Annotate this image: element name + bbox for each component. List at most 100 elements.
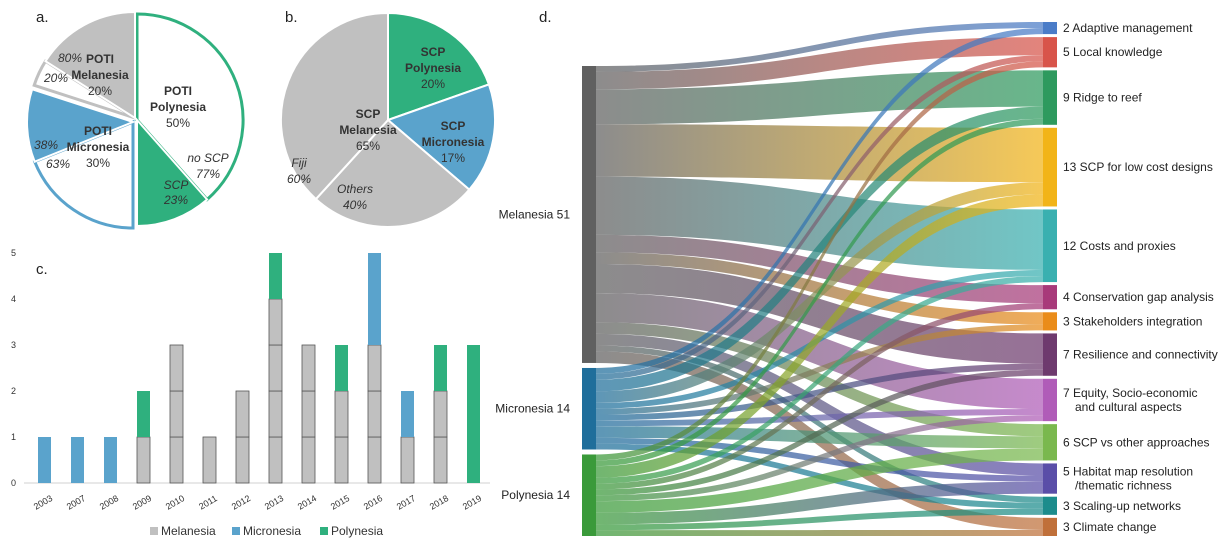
bar-segment-melanesia-2013 — [268, 344, 283, 392]
flow-melanesia-1 — [596, 37, 1043, 90]
sankey-flows — [596, 22, 1043, 536]
source-node-polynesia — [582, 454, 596, 536]
target-label: 9 Ridge to reef — [1063, 91, 1142, 105]
sankey-chart-d: d. Melanesia 51 Micronesia 14 Polynesia 14… — [495, 9, 1218, 536]
x-tick-label: 2015 — [329, 493, 351, 512]
target-node-11 — [1043, 496, 1057, 515]
flow-polynesia-3 — [596, 194, 1043, 478]
y-tick-label: 3 — [11, 340, 16, 350]
flow-melanesia-2 — [596, 70, 1043, 125]
bar-segment-micronesia-2017 — [401, 391, 414, 437]
flow-micronesia-0 — [596, 28, 1043, 374]
flow-melanesia-4 — [596, 176, 1043, 270]
flow-micronesia-7 — [596, 363, 1043, 421]
flow-micronesia-2 — [596, 106, 1043, 392]
target-node-7 — [1043, 333, 1057, 376]
legend-swatch-melanesia — [150, 527, 158, 535]
x-tick-label: 2014 — [296, 493, 318, 512]
bar-segment-melanesia-2010 — [169, 344, 184, 392]
target-label: 3 Scaling-up networks — [1063, 499, 1181, 513]
bar-segment-melanesia-2011 — [202, 436, 217, 484]
target-label: 3 Stakeholders integration — [1063, 314, 1202, 328]
x-tick-label: 2011 — [197, 493, 219, 511]
x-tick-label: 2008 — [98, 493, 120, 512]
label-scp: SCP 23% — [163, 178, 188, 207]
x-tick-label: 2016 — [362, 493, 384, 512]
bar-segment-polynesia-2019 — [467, 345, 480, 391]
bar-segment-micronesia-2008 — [104, 437, 117, 483]
source-node-micronesia — [582, 367, 596, 450]
x-tick-label: 2010 — [164, 493, 186, 512]
bar-segment-polynesia-2018 — [434, 345, 447, 391]
x-tick-label: 2017 — [395, 493, 417, 512]
legend-label-melanesia: Melanesia — [161, 524, 216, 538]
y-tick-label: 5 — [11, 248, 16, 258]
bar-segment-melanesia-2014 — [301, 436, 316, 484]
target-label: 5 Habitat map resolution/thematic richne… — [1063, 465, 1193, 493]
bar-segment-melanesia-2018 — [433, 436, 448, 484]
target-node-3 — [1043, 127, 1057, 207]
target-node-6 — [1043, 312, 1057, 331]
bar-segment-melanesia-2013 — [268, 298, 283, 346]
flow-micronesia-6 — [596, 324, 1043, 415]
target-node-8 — [1043, 378, 1057, 422]
flow-polynesia-11 — [596, 508, 1043, 531]
bar-segment-polynesia-2013 — [269, 253, 282, 299]
bar-segment-melanesia-2010 — [169, 436, 184, 484]
target-label: 7 Resilience and connectivity — [1063, 348, 1218, 362]
label-scp-micronesia: SCP Micronesia 17% — [422, 119, 485, 165]
label-micronesia-63: 63% — [46, 157, 70, 171]
label-scp-melanesia: SCP Melanesia 65% — [339, 107, 397, 153]
pie-chart-a: a. POTI Polynesia 50% POTI Micronesia 30% POTI… — [26, 9, 245, 230]
flow-melanesia-8 — [596, 293, 1043, 410]
flow-micronesia-1 — [596, 55, 1043, 380]
bar-segment-micronesia-2016 — [368, 299, 381, 345]
legend-swatch-micronesia — [232, 527, 240, 535]
legend-label-micronesia: Micronesia — [243, 524, 301, 538]
target-label: 2 Adaptive management — [1063, 21, 1193, 35]
slice-polynesia-no-scp — [135, 12, 245, 202]
bar-segment-melanesia-2014 — [301, 344, 316, 392]
bar-segment-polynesia-2019 — [467, 437, 480, 483]
target-node-4 — [1043, 209, 1057, 283]
bar-segment-melanesia-2012 — [235, 390, 250, 438]
legend-label-polynesia: Polynesia — [331, 524, 383, 538]
target-label: 6 SCP vs other approaches — [1063, 435, 1210, 449]
target-label: 4 Conservation gap analysis — [1063, 290, 1214, 304]
bar-segment-polynesia-2019 — [467, 391, 480, 437]
label-melanesia-20: 20% — [43, 71, 68, 85]
bar-segment-melanesia-2010 — [169, 390, 184, 438]
flow-micronesia-9 — [596, 426, 1043, 449]
target-node-0 — [1043, 22, 1057, 35]
target-label: 12 Costs and proxies — [1063, 239, 1176, 253]
x-tick-label: 2013 — [263, 493, 285, 512]
slice-polynesia-scp — [136, 117, 209, 228]
flow-melanesia-10 — [596, 333, 1043, 476]
y-tick-label: 2 — [11, 386, 16, 396]
x-tick-label: 2003 — [32, 493, 54, 512]
legend-swatch-polynesia — [320, 527, 328, 535]
y-tick-label: 1 — [11, 432, 16, 442]
y-tick-label: 4 — [11, 294, 16, 304]
x-tick-label: 2019 — [461, 493, 483, 512]
flow-polynesia-10 — [596, 481, 1043, 525]
target-node-2 — [1043, 70, 1057, 125]
flow-polynesia-4 — [596, 276, 1043, 484]
flow-polynesia-5 — [596, 303, 1043, 490]
target-node-12 — [1043, 517, 1057, 536]
bar-chart-c: c. 0 1 2 3 4 5 2003 2007 2008 2009 2010 2011 2012 201… — [11, 248, 490, 538]
bar-segment-melanesia-2014 — [301, 390, 316, 438]
slice-micronesia-scp — [26, 87, 136, 163]
source-label: Polynesia 14 — [501, 488, 570, 502]
bar-segment-melanesia-2017 — [400, 436, 415, 484]
x-tick-label: 2018 — [428, 493, 450, 512]
flow-micronesia-8 — [596, 409, 1043, 427]
source-label: Melanesia 51 — [499, 207, 571, 221]
bar-segment-melanesia-2015 — [334, 390, 349, 438]
bar-segment-melanesia-2013 — [268, 436, 283, 484]
target-label: 13 SCP for low cost designs — [1063, 160, 1213, 174]
label-poti-micronesia: POTI Micronesia 30% — [67, 124, 130, 170]
flow-polynesia-1 — [596, 61, 1043, 461]
flow-polynesia-8 — [596, 415, 1043, 502]
pie-chart-b: b. SCP Polynesia 20% SCP Micronesia 17% SCP Mel… — [280, 9, 496, 228]
